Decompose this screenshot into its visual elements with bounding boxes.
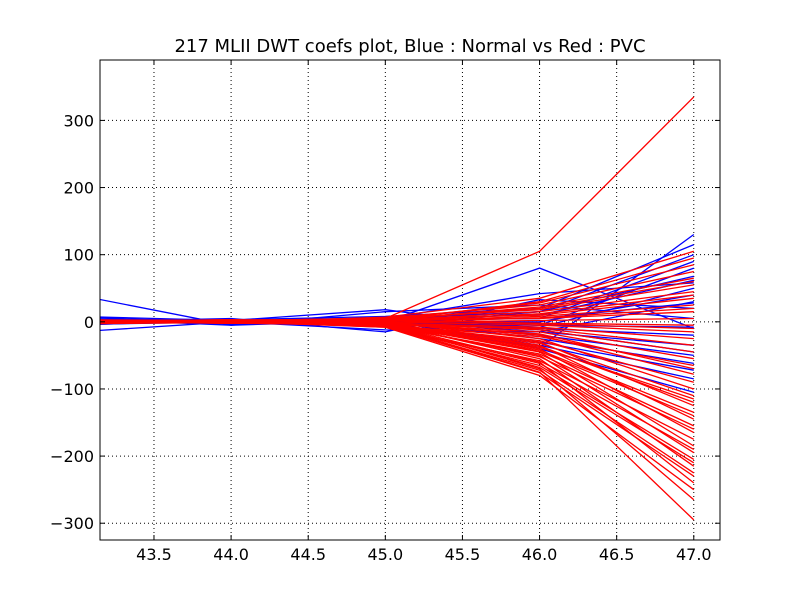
chart-title: 217 MLII DWT coefs plot, Blue : Normal v… — [174, 36, 645, 57]
normal-series-line — [100, 301, 694, 333]
y-tick-label: 200 — [63, 179, 94, 198]
x-tick-label: 44.0 — [213, 545, 249, 564]
axis-ticks: 43.5 44.0 44.5 45.0 45.5 46.0 46.5 47.0 −300 −200… — [50, 60, 720, 564]
plot-frame — [99, 59, 721, 541]
x-tick-label: 45.5 — [445, 545, 481, 564]
y-tick-label: −200 — [50, 447, 94, 466]
x-tick-label: 46.0 — [522, 545, 558, 564]
x-tick-label: 45.0 — [368, 545, 404, 564]
x-tick-label: 44.5 — [290, 545, 326, 564]
y-tick-label: −300 — [50, 514, 94, 533]
x-tick-label: 46.5 — [599, 545, 635, 564]
y-tick-label: 0 — [84, 313, 94, 332]
x-tick-label: 47.0 — [676, 545, 712, 564]
y-tick-label: 300 — [63, 111, 94, 130]
series-lines — [100, 96, 695, 521]
grid-lines — [100, 60, 720, 540]
x-tick-label: 43.5 — [136, 545, 172, 564]
pvc-series-line — [100, 307, 694, 324]
y-tick-label: −100 — [50, 380, 94, 399]
pvc-series-line — [100, 319, 694, 330]
y-tick-label: 100 — [63, 246, 94, 265]
